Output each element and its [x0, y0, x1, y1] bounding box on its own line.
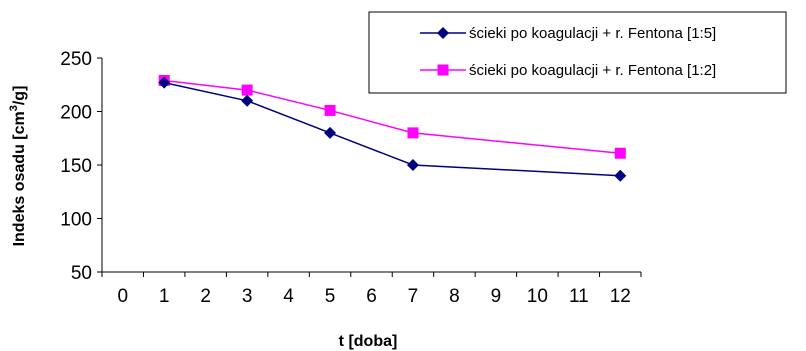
- data-point: [158, 76, 171, 89]
- legend-label: ścieki po koagulacji + r. Fentona [1:5]: [469, 25, 716, 42]
- x-tick-label: 12: [610, 286, 631, 307]
- y-tick-label: 100: [60, 210, 92, 231]
- data-point: [241, 84, 253, 96]
- y-tick-label: 200: [60, 103, 92, 124]
- x-tick-label: 2: [200, 286, 211, 307]
- x-tick-label: 4: [283, 286, 294, 307]
- y-tick-label: 250: [60, 49, 92, 70]
- y-tick-label: 150: [60, 156, 92, 177]
- x-tick-label: 10: [527, 286, 548, 307]
- y-axis-title-sup: 3: [8, 105, 20, 111]
- y-tick-label: 50: [71, 263, 92, 284]
- x-tick-label: 9: [491, 286, 502, 307]
- x-axis-title: t [doba]: [339, 333, 398, 350]
- data-point: [241, 94, 254, 107]
- x-axis: 0 1 2 3 4 5 6 7 8 9 10 11 12: [101, 272, 642, 307]
- x-tick-label: 11: [569, 286, 589, 307]
- data-point: [614, 169, 627, 182]
- x-tick-label: 5: [325, 286, 336, 307]
- y-axis-title: Indeks osadu [cm3/g]: [8, 86, 28, 247]
- data-point: [324, 126, 337, 139]
- y-axis: 50 100 150 200 250: [60, 49, 102, 284]
- data-point: [614, 147, 626, 159]
- series-line: [164, 81, 621, 177]
- y-axis-title-suffix: /g]: [11, 86, 28, 106]
- x-tick-label: 3: [242, 286, 253, 307]
- series-layer: [158, 74, 627, 182]
- data-point: [407, 127, 419, 139]
- data-point: [406, 159, 419, 171]
- legend: ścieki po koagulacji + r. Fentona [1:5] ś…: [368, 11, 787, 94]
- legend-marker: [437, 64, 449, 76]
- y-axis-title-prefix: Indeks osadu [cm: [11, 111, 28, 246]
- x-tick-label: 8: [449, 286, 460, 307]
- data-point: [324, 104, 336, 116]
- legend-marker: [437, 27, 449, 39]
- x-tick-label: 0: [117, 286, 128, 307]
- x-tick-label: 1: [159, 286, 170, 307]
- x-tick-label: 7: [408, 286, 419, 307]
- legend-label: ścieki po koagulacji + r. Fentona [1:2]: [469, 62, 716, 79]
- legend-box: [368, 11, 787, 94]
- x-tick-label: 6: [366, 286, 377, 307]
